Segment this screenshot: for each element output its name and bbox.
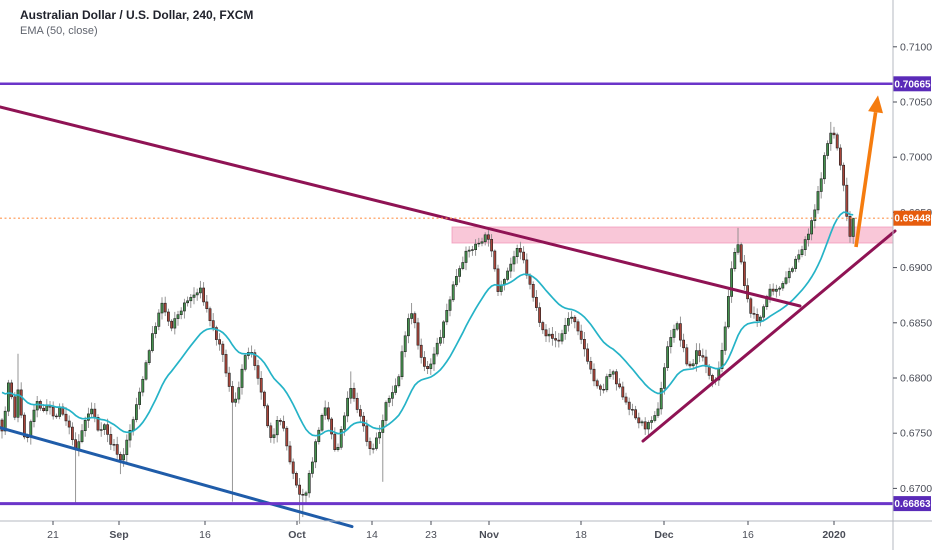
- svg-text:Sep: Sep: [109, 529, 128, 541]
- svg-text:0.67000: 0.67000: [900, 483, 932, 495]
- levels-layer: [0, 82, 893, 506]
- trendlines-layer: [0, 105, 897, 529]
- svg-text:Dec: Dec: [654, 529, 673, 541]
- projection-arrow[interactable]: [854, 95, 883, 248]
- price-axis-label: 0.69448: [893, 210, 931, 226]
- indicator-label[interactable]: EMA (50, close): [20, 25, 98, 38]
- svg-text:Oct: Oct: [288, 529, 306, 541]
- svg-text:2020: 2020: [822, 529, 846, 541]
- chart-legend: Australian Dollar / U.S. Dollar, 240, FX…: [20, 7, 253, 39]
- price-axis-label: 0.70665: [893, 76, 931, 92]
- svg-text:0.70665: 0.70665: [894, 79, 931, 90]
- svg-text:18: 18: [575, 529, 587, 541]
- major-descending-trendline[interactable]: [0, 105, 802, 308]
- price-labels-layer: 0.70665 0.66863 0.69448: [893, 76, 931, 512]
- svg-text:16: 16: [742, 529, 754, 541]
- svg-text:0.69448: 0.69448: [894, 214, 931, 225]
- symbol-title[interactable]: Australian Dollar / U.S. Dollar, 240, FX…: [20, 8, 254, 22]
- svg-text:21: 21: [47, 529, 59, 541]
- svg-text:0.66863: 0.66863: [894, 499, 931, 510]
- svg-text:14: 14: [366, 529, 378, 541]
- ema-line[interactable]: [1, 211, 854, 437]
- time-axis[interactable]: 21 Sep 16 Oct 14 23 Nov 18 Dec 16 2020: [0, 520, 932, 541]
- price-axis-label: 0.66863: [893, 496, 931, 512]
- svg-text:23: 23: [425, 529, 437, 541]
- ascending-support-trendline[interactable]: [641, 229, 897, 443]
- candles-layer: [0, 121, 855, 524]
- minor-descending-trendline[interactable]: [0, 426, 354, 529]
- svg-text:16: 16: [199, 529, 211, 541]
- svg-text:Nov: Nov: [479, 529, 499, 541]
